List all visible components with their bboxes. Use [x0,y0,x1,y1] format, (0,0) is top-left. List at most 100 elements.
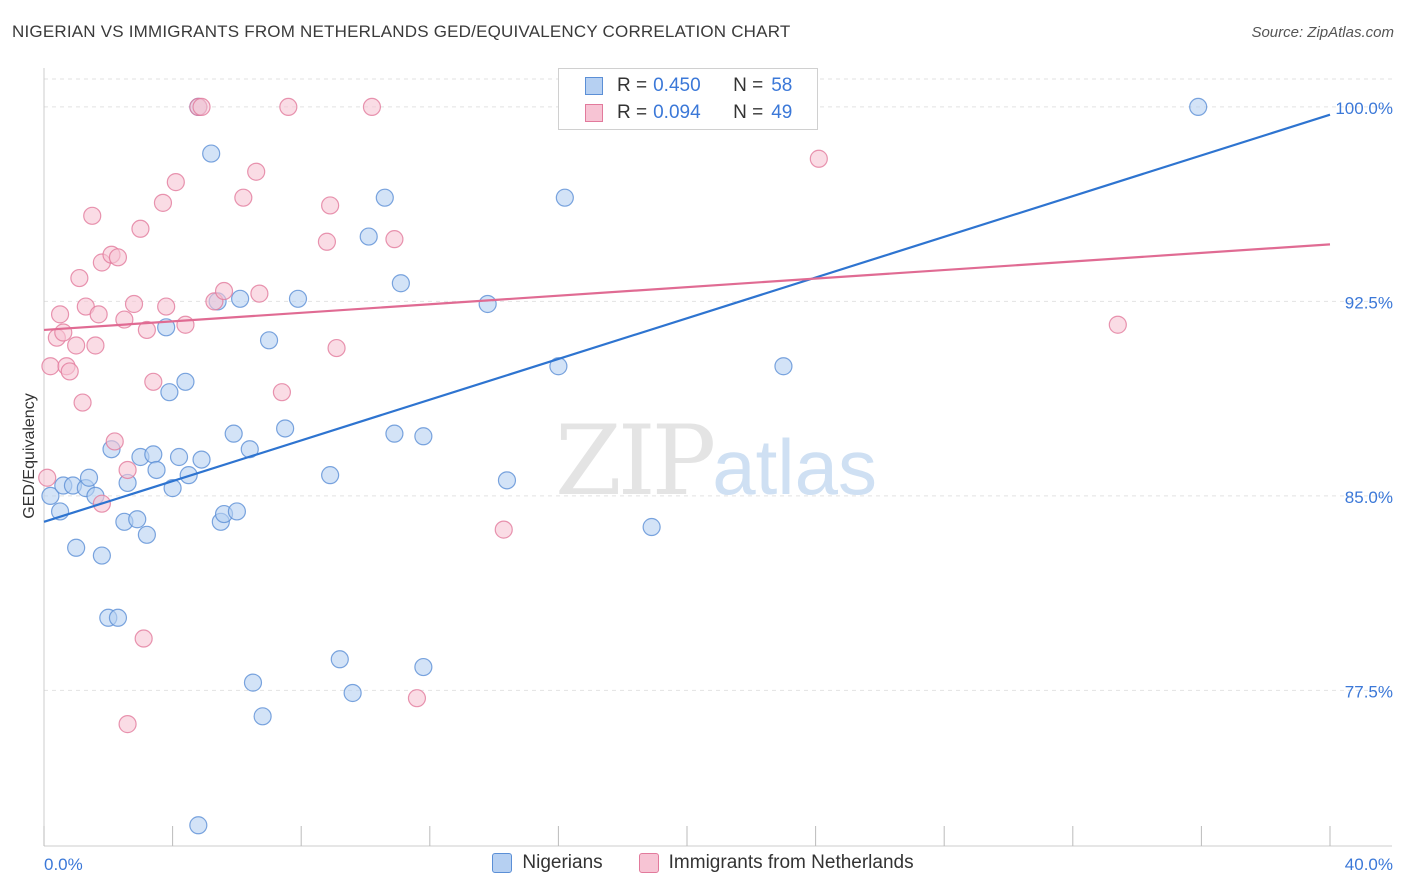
nigerian-point [41,486,60,505]
y-tick-label: 85.0% [1345,488,1393,507]
trend-lines [43,113,1331,523]
watermark-atlas: atlas [712,423,877,511]
nigerian-point [375,188,394,207]
legend-r-value: 0.450 [653,75,701,96]
netherlands-point [317,232,337,251]
nigerian-point [321,466,340,485]
netherlands-point [279,97,298,117]
netherlands-point [124,294,144,314]
axes [43,68,1392,847]
legend-n-value: 58 [771,75,793,96]
correlation-legend: R = 0.450 N = 58 R = 0.094 N = 49 [558,68,818,130]
nigerian-point [192,450,211,469]
legend-swatch-netherlands [638,853,659,873]
legend-n-value: 49 [771,102,793,123]
nigerian-point [79,468,99,487]
netherlands-point [407,689,427,708]
nigerian-point [343,683,362,703]
series-legend: Nigerians Immigrants from Netherlands [0,852,1406,874]
nigerian-point [478,294,497,314]
legend-swatch-nigerians [492,853,513,873]
chart-title: NIGERIAN VS IMMIGRANTS FROM NETHERLANDS … [12,22,791,41]
netherlands-point [321,196,340,215]
netherlands-point [166,173,185,192]
nigerian-point [1189,97,1208,117]
watermark-zip: ZIP [555,405,716,517]
netherlands-point [73,393,92,412]
nigerian-point [108,608,128,627]
legend-r-label: R = [617,102,648,123]
nigerian-point [160,383,179,402]
nigerian-point [774,357,793,376]
netherlands-point [192,97,211,117]
x-tick-label: 40.0% [1345,855,1393,874]
watermark: ZIPatlas [555,405,877,517]
legend-r-label: R = [617,75,648,96]
y-tick-label: 77.5% [1345,682,1393,701]
nigerian-point [414,657,433,677]
netherlands-point [41,357,60,376]
nigerian-point [414,427,433,446]
nigerian-point [163,479,182,498]
netherlands-point [38,468,57,487]
nigerian-point [259,331,279,350]
netherlands-point [1108,315,1127,334]
netherlands-point [89,305,108,324]
legend-item-nigerians[interactable]: Nigerians [492,852,603,874]
nigerian-point [549,357,568,376]
legend-r-value: 0.094 [653,102,701,123]
nigerian-point [92,546,111,565]
nigerian-point [176,372,195,391]
nigerian-point [144,445,163,464]
netherlands-point [131,219,150,238]
netherlands-point [153,193,173,212]
legend-n-label: N = [733,102,764,123]
x-tick-label: 0.0% [44,855,83,874]
nigerian-point [137,525,156,544]
netherlands-point [54,323,73,342]
source-label: Source: ZipAtlas.com [1251,24,1394,41]
netherlands-point [809,149,828,168]
nigerian-point [231,289,250,308]
netherlands-point [385,230,404,249]
nigerian-point [224,424,243,443]
netherlands-point [250,284,269,303]
grid [44,78,1392,691]
nigerian-point [555,188,574,207]
netherlands-point [144,372,163,391]
nigerian-point [276,419,295,438]
nigerian-point [642,517,661,537]
nigerian-point [202,144,221,163]
tick-labels: 77.5% 85.0% 92.5% 100.0% 0.0% 40.0% [44,99,1393,874]
nigerian-point [67,538,86,557]
nigerian-point [391,274,410,293]
y-tick-label: 100.0% [1335,99,1393,118]
netherlands-point [108,248,128,267]
nigerian-point [147,460,166,480]
trend-line-netherlands [43,243,1331,332]
nigerian-point [128,510,147,529]
points [38,97,1208,835]
netherlands-point [50,305,70,324]
netherlands-point [327,338,346,358]
trend-line-nigerians [43,113,1331,523]
netherlands-point [176,315,195,334]
y-tick-label: 92.5% [1345,293,1393,312]
legend-row-netherlands: R = 0.094 N = 49 [585,100,792,126]
legend-label-netherlands: Immigrants from Netherlands [668,852,914,873]
netherlands-point [272,383,292,402]
netherlands-point [494,520,513,539]
nigerian-point [330,650,349,669]
netherlands-point [118,460,137,480]
netherlands-point [83,206,102,225]
netherlands-point [67,336,86,355]
nigerian-point [359,227,378,246]
netherlands-point [105,432,124,451]
netherlands-point [234,188,253,207]
legend-swatch-blue [585,77,603,95]
legend-item-netherlands[interactable]: Immigrants from Netherlands [638,852,914,874]
netherlands-point [86,336,105,355]
nigerian-point [227,502,246,521]
legend-swatch-pink [585,104,603,122]
